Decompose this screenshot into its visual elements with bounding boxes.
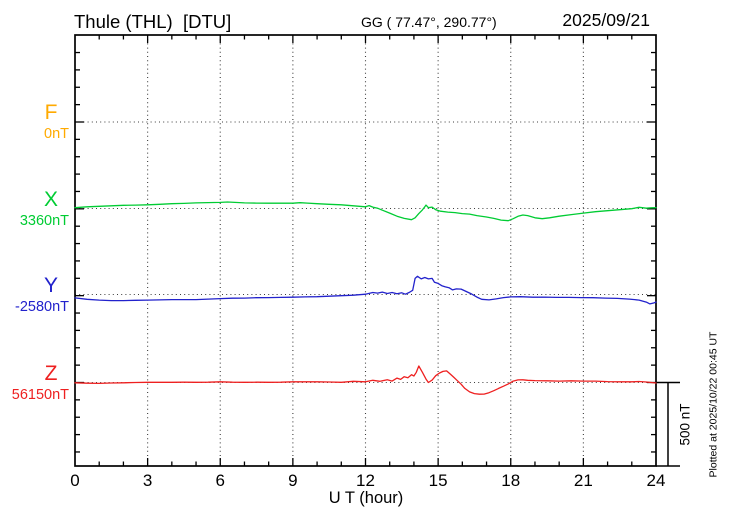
- x-tick-label: 0: [70, 471, 80, 490]
- component-baseline-F: 0nT: [44, 126, 69, 142]
- x-tick-label: 9: [288, 471, 298, 490]
- page-title: Thule (THL) [DTU]: [74, 11, 232, 32]
- x-tick-label: 15: [428, 471, 448, 490]
- gridlines: [75, 35, 656, 466]
- component-label-Y: Y: [43, 273, 58, 297]
- x-tick-label: 6: [215, 471, 225, 490]
- plotted-at-note: Plotted at 2025/10/22 00:45 UT: [707, 331, 720, 478]
- plot-date: 2025/09/21: [562, 10, 650, 30]
- component-baseline-Z: 56150nT: [11, 386, 69, 403]
- x-tick-label: 12: [356, 471, 375, 490]
- x-tick-label: 3: [142, 471, 153, 490]
- series-Y: [74, 275, 657, 305]
- x-tick-label: 24: [646, 471, 666, 490]
- component-label-X: X: [43, 187, 58, 211]
- geographic-coordinates: GG ( 77.47°, 290.77°): [361, 14, 497, 30]
- component-label-Z: Z: [44, 361, 58, 385]
- series-Z: [74, 365, 657, 395]
- scale-bar-label: 500 nT: [677, 403, 693, 446]
- component-label-F: F: [44, 101, 58, 124]
- component-baseline-Y: -2580nT: [14, 298, 69, 315]
- x-tick-label: 21: [573, 471, 593, 490]
- series-curves: [74, 201, 657, 395]
- x-tick-label: 18: [501, 471, 521, 490]
- plot-frame: [74, 34, 657, 467]
- x-axis-label: U T (hour): [328, 489, 404, 507]
- component-baseline-X: 3360nT: [19, 212, 69, 229]
- scale-bar: [656, 381, 680, 467]
- series-X: [74, 201, 657, 222]
